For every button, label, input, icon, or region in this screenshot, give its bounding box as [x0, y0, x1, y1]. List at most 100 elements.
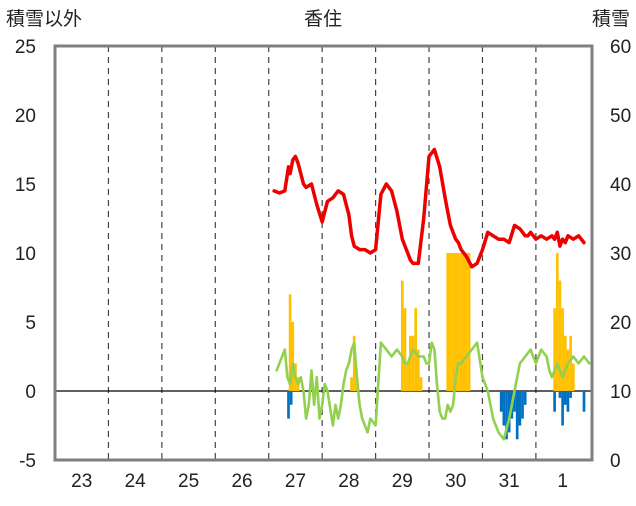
line-series-0-point-35 — [412, 262, 414, 264]
bar-series-2-bar-0 — [288, 294, 292, 391]
line-series-0-point-73 — [583, 242, 585, 244]
line-series-1-point-50 — [433, 349, 435, 351]
line-series-1-point-51 — [436, 383, 438, 385]
line-series-0-point-32 — [404, 245, 406, 247]
right-tick-label: 50 — [610, 106, 631, 127]
line-series-1-point-69 — [508, 418, 510, 420]
line-series-1-point-85 — [578, 362, 580, 364]
line-series-1-point-37 — [385, 349, 387, 351]
x-tick-label: 27 — [285, 471, 306, 492]
line-series-1-point-42 — [407, 362, 409, 364]
line-series-0-point-72 — [578, 235, 580, 237]
line-series-1-point-28 — [353, 342, 355, 344]
line-series-0-point-10 — [305, 186, 307, 189]
line-series-1-point-56 — [449, 411, 452, 413]
line-series-0-point-61 — [535, 238, 537, 240]
line-series-1-point-53 — [441, 418, 443, 420]
line-series-0-point-64 — [551, 235, 553, 237]
line-series-0-point-52 — [492, 235, 494, 237]
bar-series-2-bar-31 — [571, 363, 575, 391]
line-series-1-point-78 — [551, 376, 553, 378]
line-series-0-point-2 — [284, 190, 286, 192]
line-series-1-point-75 — [540, 349, 542, 351]
line-series-1-point-16 — [318, 418, 321, 420]
bar-series-2-bar-16 — [449, 253, 452, 391]
line-series-0-point-55 — [508, 242, 510, 244]
line-series-0-point-13 — [321, 221, 323, 223]
line-series-0-point-40 — [439, 166, 441, 168]
line-series-0-point-9 — [302, 183, 305, 185]
line-series-1-point-13 — [310, 369, 313, 371]
line-series-1-point-46 — [423, 355, 425, 358]
line-series-0-point-45 — [457, 242, 460, 244]
bar-series-3-bar-8 — [515, 391, 519, 440]
line-series-0-point-41 — [444, 197, 446, 199]
bar-series-2-bar-17 — [451, 253, 455, 391]
bar-series-3-bar-15 — [563, 391, 567, 405]
left-tick-label: 0 — [25, 382, 36, 403]
line-series-group — [272, 147, 591, 441]
line-series-0-point-60 — [529, 231, 532, 233]
line-series-0-point-22 — [353, 245, 355, 247]
line-series-0-point-1 — [278, 192, 281, 194]
line-series-0-point-48 — [471, 266, 473, 268]
line-series-0-point-54 — [503, 238, 505, 240]
bar-series-2-bar-11 — [411, 335, 415, 391]
line-series-0-point-6 — [294, 155, 297, 157]
line-series-1-point-44 — [412, 349, 414, 351]
line-series-0-point-31 — [401, 238, 403, 240]
x-tick-label: 23 — [71, 471, 92, 492]
bar-series-group — [287, 253, 586, 440]
line-series-0 — [272, 147, 586, 269]
line-series-0-point-12 — [316, 204, 318, 206]
bar-series-2-bar-7 — [400, 280, 404, 391]
line-series-1-point-33 — [366, 431, 369, 433]
line-series-0-point-62 — [540, 235, 542, 237]
bar-series-3-bar-13 — [558, 391, 562, 398]
line-series-0-point-21 — [350, 235, 353, 237]
line-series-0-point-34 — [409, 259, 411, 261]
line-series-0-point-11 — [310, 183, 313, 185]
bar-series-3-bar-3 — [502, 391, 506, 426]
line-series-1-point-62 — [471, 349, 473, 351]
line-series-0-point-58 — [524, 235, 526, 237]
line-series-0-point-37 — [423, 217, 425, 220]
right-tick-label: 10 — [610, 382, 631, 403]
line-series-0-point-28 — [385, 183, 387, 185]
line-series-1-point-79 — [553, 369, 556, 371]
line-series-1-point-3 — [284, 349, 286, 351]
line-series-1-point-0 — [276, 369, 278, 371]
line-series-1-point-80 — [556, 362, 558, 364]
bar-series-2-bar-10 — [408, 335, 412, 391]
line-series-1-point-47 — [425, 362, 427, 364]
line-series-1-point-65 — [487, 390, 489, 392]
line-series-0-point-63 — [545, 238, 548, 240]
line-series-0-point-29 — [391, 190, 393, 192]
line-series-0-point-57 — [519, 228, 521, 230]
line-series-1-point-57 — [452, 404, 454, 406]
line-series-1-point-22 — [337, 418, 339, 420]
line-series-1-point-17 — [321, 404, 323, 406]
line-series-0-point-65 — [553, 238, 556, 240]
line-series-0-point-43 — [449, 224, 452, 226]
line-series-1-point-70 — [513, 390, 516, 392]
line-series-0-point-70 — [567, 235, 569, 237]
line-series-1-point-27 — [350, 349, 353, 351]
line-series-1-point-4 — [286, 376, 289, 378]
bar-series-3-bar-16 — [566, 391, 570, 412]
line-series-1-point-52 — [439, 411, 441, 413]
line-series-1-point-36 — [380, 342, 382, 344]
chart-title: 香住 — [304, 8, 342, 30]
line-series-0-point-56 — [513, 224, 516, 226]
line-series-0-point-39 — [433, 148, 435, 151]
line-series-1-point-34 — [369, 418, 371, 420]
bar-series-3-bar-11 — [523, 391, 527, 405]
left-tick-label: 10 — [15, 244, 36, 265]
line-series-1-point-45 — [417, 355, 419, 358]
right-axis-label: 積雪 — [592, 8, 630, 30]
line-series-1-point-83 — [567, 362, 569, 364]
line-series-1-point-14 — [313, 404, 315, 406]
line-series-0-point-19 — [342, 193, 345, 195]
